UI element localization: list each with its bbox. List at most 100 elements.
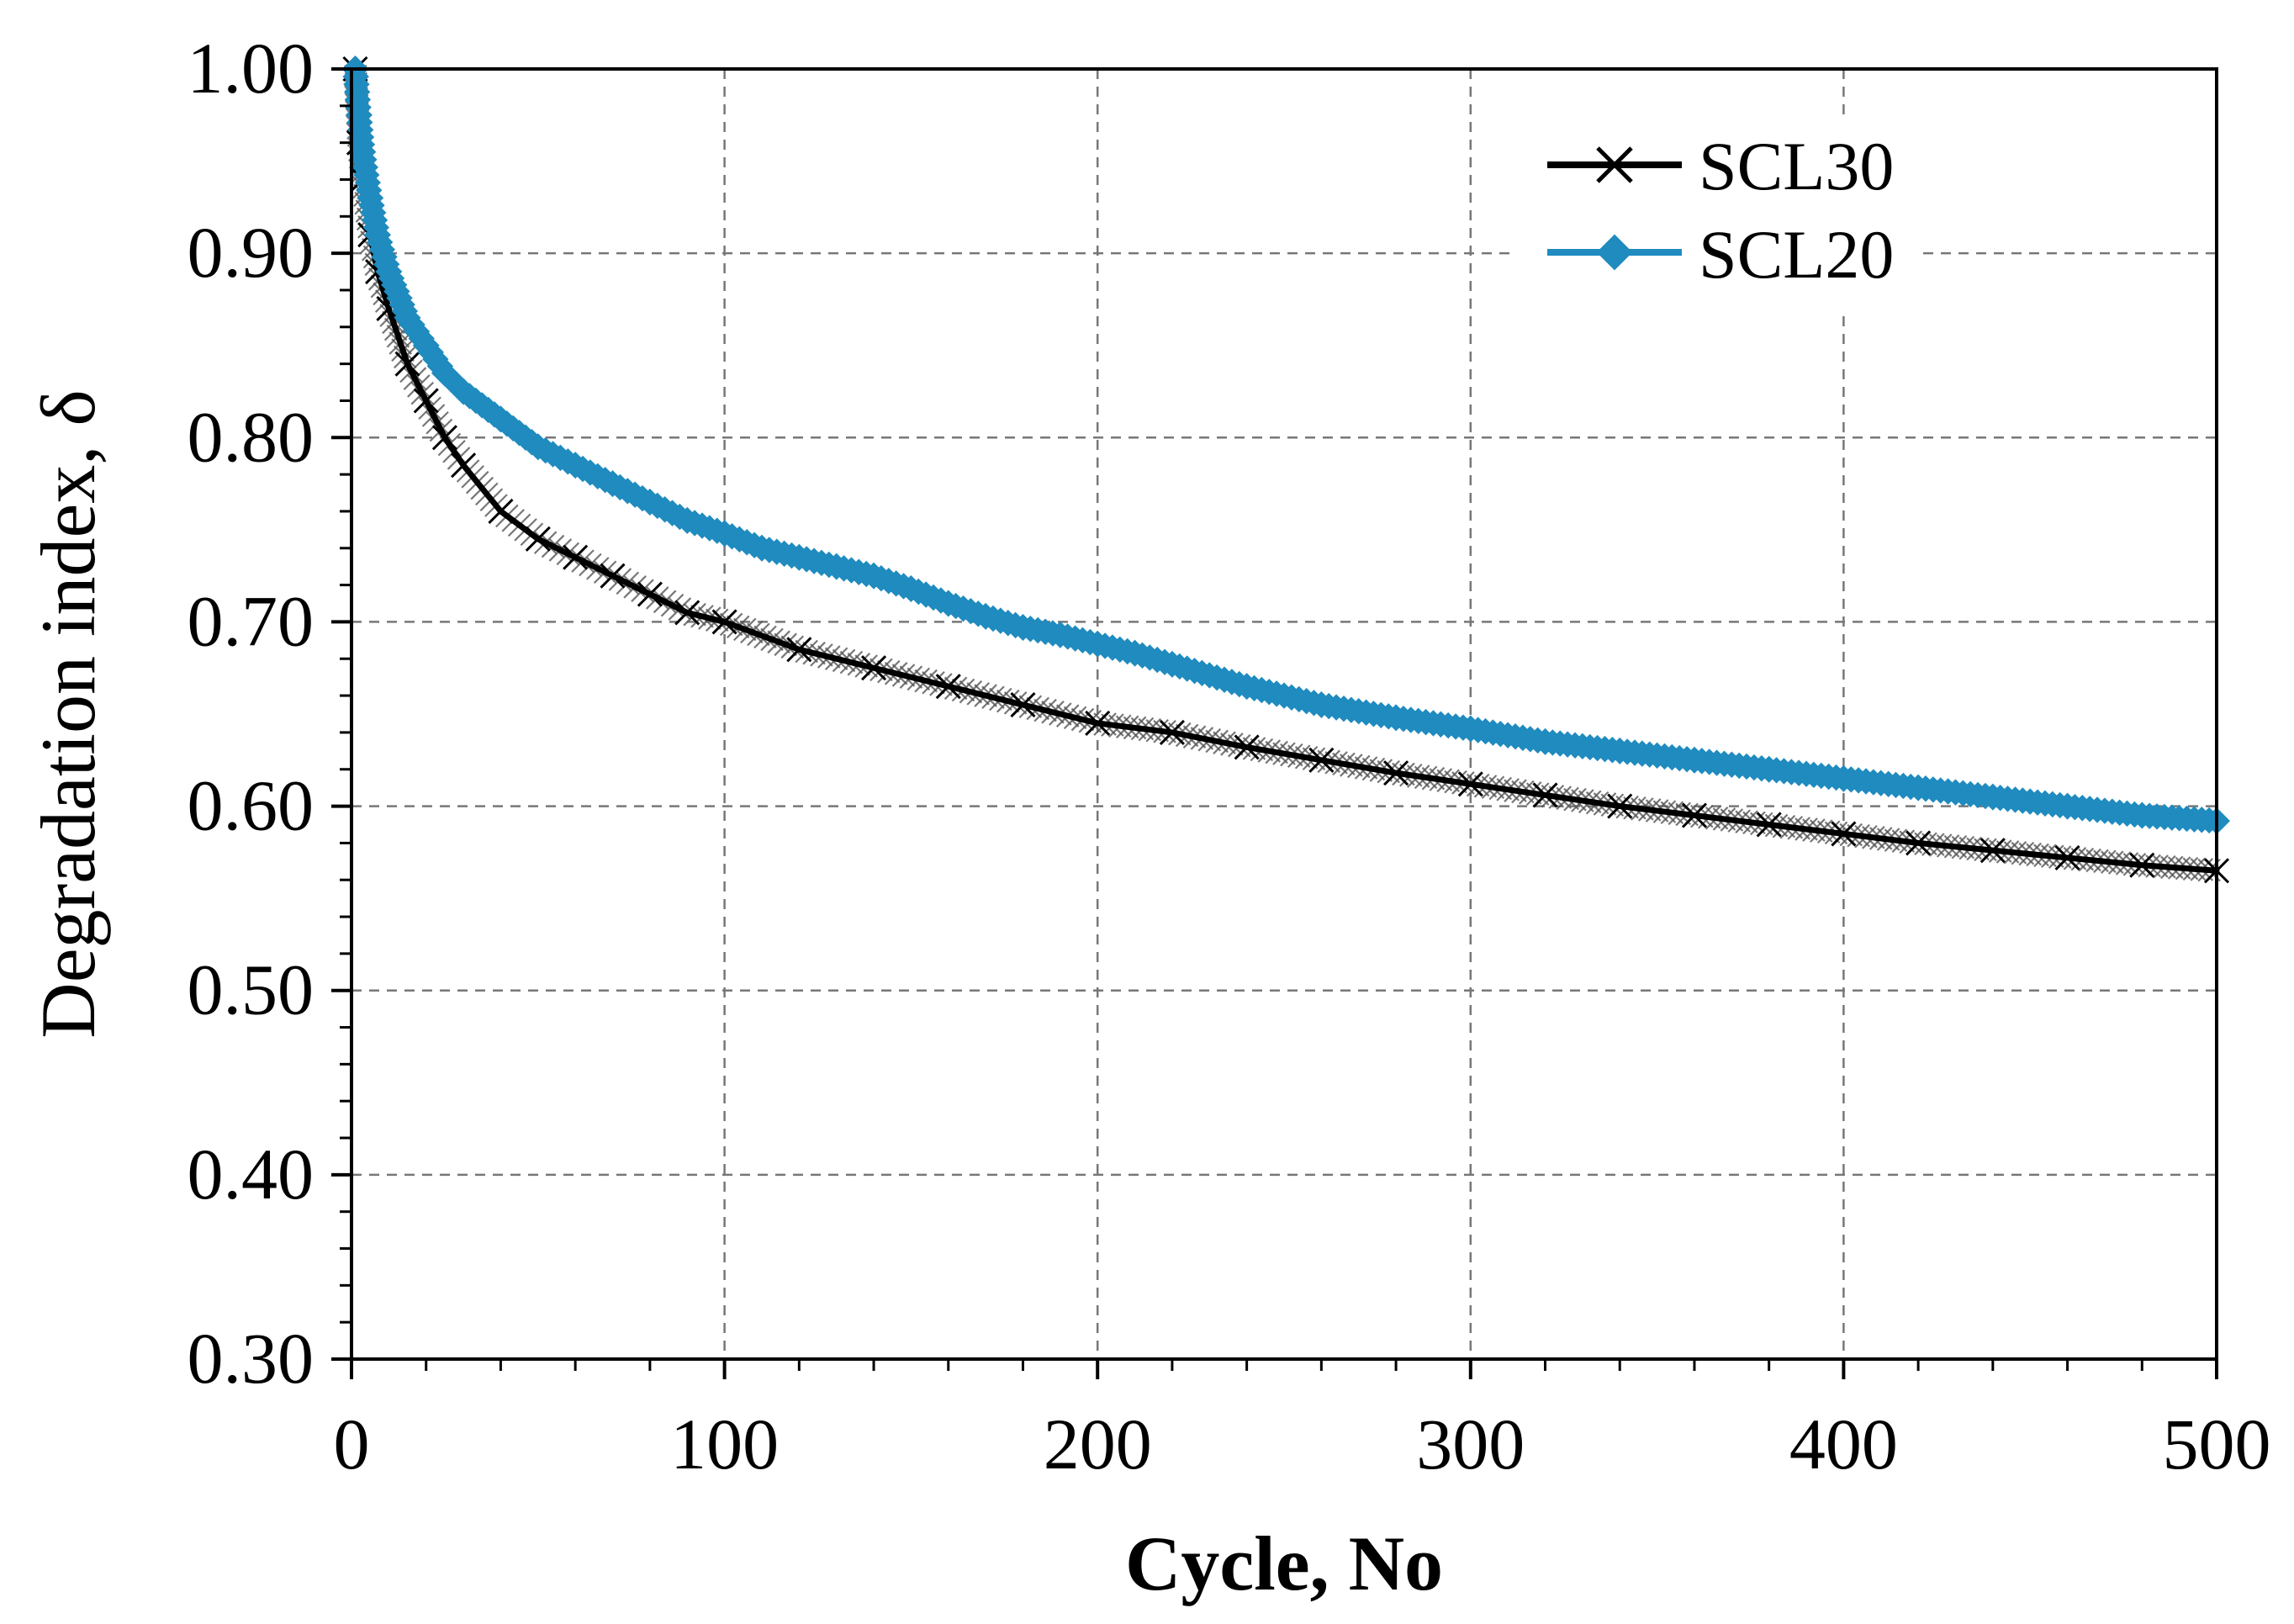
data-point-scl20-12 [562, 452, 589, 479]
data-point-scl20-22 [934, 590, 962, 617]
legend-label-scl20: SCL20 [1699, 216, 1894, 293]
data-point-scl30-24 [1308, 747, 1335, 773]
data-point-scl30-31 [1831, 821, 1857, 847]
data-point-scl20-32 [1456, 715, 1484, 743]
data-point-scl30-19 [935, 674, 961, 700]
data-point-scl30-7 [413, 388, 439, 414]
y-tick-label-1: 0.40 [188, 1134, 314, 1214]
data-point-scl20-34 [1606, 737, 1634, 764]
data-point-scl20-7 [412, 331, 440, 359]
data-point-scl30-33 [1980, 838, 2006, 864]
data-point-scl20-8 [431, 359, 458, 387]
y-tick-label-2: 0.50 [188, 950, 314, 1030]
data-point-scl30-13 [600, 563, 626, 589]
data-point-scl30-11 [525, 526, 551, 552]
data-point-scl20-9 [450, 378, 478, 405]
data-point-scl30-6 [394, 351, 420, 377]
data-point-scl20-31 [1382, 704, 1410, 732]
data-point-scl20-4 [364, 221, 392, 249]
data-point-scl30-8 [431, 425, 457, 451]
series-markers-scl30 [343, 57, 2221, 882]
legend-label-scl30: SCL30 [1699, 128, 1894, 204]
data-point-scl20-3 [357, 184, 384, 212]
data-point-scl30-29 [1681, 802, 1708, 828]
data-point-scl30-30 [1756, 812, 1782, 838]
series-scl30 [342, 56, 2230, 884]
data-point-scl30-21 [1085, 710, 1111, 737]
y-tick-label-0: 0.30 [188, 1318, 314, 1399]
y-tick-label-5: 0.80 [188, 396, 314, 477]
data-point-scl20-38 [1905, 774, 1932, 801]
data-point-scl20-24 [1009, 614, 1037, 642]
data-point-scl20-18 [785, 543, 813, 571]
data-point-scl20-10 [487, 405, 515, 433]
data-point-scl20-33 [1531, 727, 1559, 755]
data-point-scl30-14 [637, 581, 663, 607]
data-point-scl20-37 [1830, 764, 1858, 792]
x-tick-label-2: 200 [1044, 1404, 1152, 1484]
data-point-scl20-29 [1233, 673, 1261, 701]
legend-background [1514, 118, 1917, 311]
y-tick-label-3: 0.60 [188, 765, 314, 846]
data-point-scl20-25 [1046, 621, 1074, 648]
data-point-scl30-28 [1607, 793, 1633, 819]
x-tick-label-0: 0 [334, 1404, 370, 1484]
data-point-scl20-27 [1121, 639, 1149, 667]
x-tick-label-3: 300 [1416, 1404, 1525, 1484]
x-tick-label-5: 500 [2163, 1404, 2271, 1484]
data-point-scl20-28 [1158, 650, 1186, 678]
data-point-scl20-14 [636, 488, 663, 516]
legend-item-scl20: SCL20 [1547, 216, 1894, 293]
data-point-scl30-32 [1906, 830, 1932, 856]
legend: SCL30 SCL20 [1514, 118, 1917, 311]
data-point-scl20-35 [1680, 746, 1708, 774]
data-point-scl30-25 [1383, 760, 1409, 786]
series-line-scl20 [351, 65, 2221, 825]
data-point-scl20-16 [711, 520, 738, 548]
data-point-scl30-34 [2054, 844, 2080, 870]
data-point-scl20-5 [375, 258, 403, 286]
y-axis-title: Degradation index, δ [25, 389, 111, 1038]
x-axis-title: Cycle, No [1125, 1521, 1443, 1606]
y-tick-label-4: 0.70 [188, 580, 314, 661]
data-point-scl20-26 [1084, 630, 1112, 658]
data-point-scl20-30 [1308, 691, 1335, 719]
data-point-scl30-10 [488, 498, 514, 525]
data-point-scl30-16 [711, 609, 737, 635]
data-point-scl20-11 [524, 433, 552, 461]
label-layer: 0 100 200 300 400 500 0.30 0.40 0.50 0.60 0.70 0.80… [188, 28, 2271, 1484]
legend-diamond-marker-icon [1596, 234, 1633, 271]
data-point-scl30-22 [1159, 719, 1185, 745]
data-point-scl30-27 [1532, 782, 1558, 808]
series-scl20 [341, 56, 2230, 835]
data-point-scl30-23 [1234, 734, 1260, 760]
tick-layer [331, 67, 2218, 1379]
data-point-scl30-12 [563, 544, 589, 570]
y-tick-label-7: 1.00 [188, 28, 314, 108]
data-point-scl20-2 [349, 138, 377, 166]
data-point-scl20-23 [972, 602, 1000, 630]
data-point-scl20-21 [897, 574, 925, 602]
x-tick-label-4: 400 [1789, 1404, 1898, 1484]
data-point-scl20-20 [860, 562, 888, 590]
data-point-scl20-6 [394, 304, 421, 331]
series-layer [341, 56, 2230, 884]
data-point-scl20-41 [2128, 801, 2156, 829]
data-point-scl20-15 [674, 506, 701, 534]
data-point-scl20-19 [822, 553, 850, 580]
data-point-scl30-18 [860, 655, 887, 681]
data-point-scl30-9 [451, 452, 477, 479]
data-point-scl20-13 [599, 470, 626, 498]
data-point-scl20-36 [1755, 755, 1783, 783]
series-markers-scl20 [341, 56, 2223, 834]
data-point-scl20-39 [1979, 783, 2006, 811]
data-point-scl30-26 [1457, 771, 1483, 797]
data-point-scl30-20 [1010, 691, 1036, 718]
x-tick-label-1: 100 [670, 1404, 779, 1484]
data-point-scl30-15 [674, 600, 700, 626]
legend-x-marker-icon [1596, 146, 1633, 183]
data-point-scl30-35 [2129, 852, 2155, 878]
data-point-scl20-40 [2054, 792, 2081, 820]
